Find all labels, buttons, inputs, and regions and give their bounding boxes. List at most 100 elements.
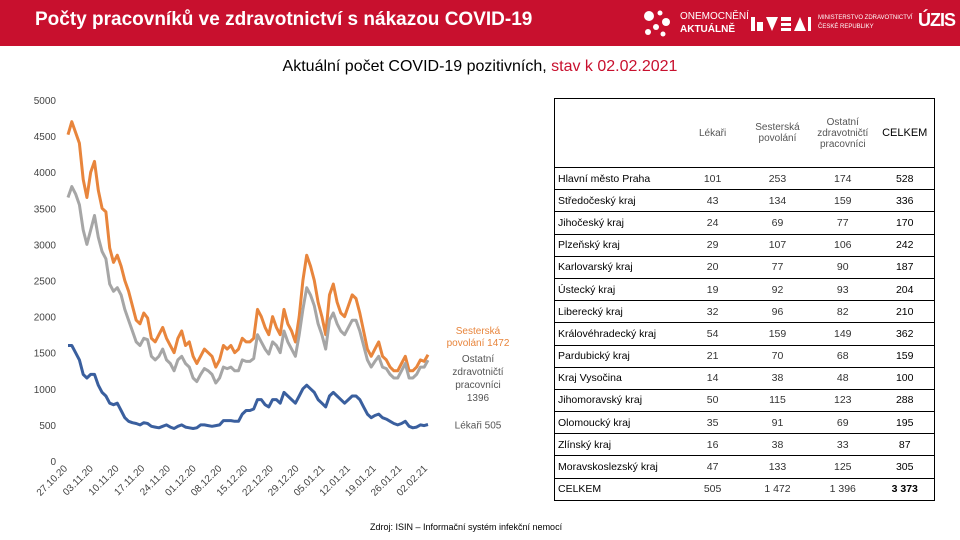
header-region [554, 98, 681, 168]
region-cell: Liberecký kraj [554, 300, 681, 323]
series-label-sesterska: Sesterská povolání 1472 [447, 326, 510, 349]
header-lekari: Lékaři [680, 98, 745, 168]
sesterska-cell: 253 [744, 166, 811, 190]
series-label-ostatni: Ostatní zdravotničtí pracovníci 1396 [452, 354, 503, 404]
ostatni-cell: 77 [810, 211, 876, 235]
celkem-cell: 170 [875, 211, 936, 235]
sesterska-cell: 69 [744, 211, 811, 235]
header-bar: Počty pracovníků ve zdravotnictví s náka… [0, 0, 960, 46]
table-row: Karlovarský kraj 20 77 90 187 [554, 255, 936, 279]
ostatni-cell: 106 [810, 233, 876, 257]
series-line-0 [66, 120, 430, 373]
table-row: Plzeňský kraj 29 107 106 242 [554, 233, 936, 257]
ostatni-cell: 82 [810, 300, 876, 323]
sesterska-cell: 96 [744, 300, 811, 323]
table-row: Jihomoravský kraj 50 115 123 288 [554, 388, 936, 412]
region-cell: Olomoucký kraj [554, 411, 681, 434]
celkem-cell: 305 [875, 455, 936, 479]
celkem-cell: 187 [875, 255, 936, 279]
sesterska-cell: 77 [744, 255, 811, 279]
series-label-line: Sesterská [456, 326, 501, 337]
ostatni-cell: 174 [810, 166, 876, 190]
table-row: Ústecký kraj 19 92 93 204 [554, 277, 936, 301]
region-cell: Kraj Vysočina [554, 366, 681, 390]
y-tick-label: 4500 [34, 132, 57, 143]
sesterska-cell: 38 [744, 433, 811, 456]
lekari-cell: 24 [680, 211, 745, 235]
region-cell: Jihomoravský kraj [554, 388, 681, 412]
ostatni-cell: 90 [810, 255, 876, 279]
lekari-cell: 505 [680, 477, 745, 501]
y-tick-label: 1000 [34, 385, 57, 396]
ostatni-cell: 69 [810, 411, 876, 434]
lekari-cell: 35 [680, 411, 745, 434]
celkem-cell: 195 [875, 411, 936, 434]
table-row: Pardubický kraj 21 70 68 159 [554, 344, 936, 368]
y-tick-label: 3000 [34, 240, 57, 251]
region-cell: Ústecký kraj [554, 277, 681, 301]
region-cell: Královéhradecký kraj [554, 322, 681, 345]
region-cell: Plzeňský kraj [554, 233, 681, 257]
y-tick-label: 2500 [34, 277, 57, 288]
table-row: Hlavní město Praha 101 253 174 528 [554, 166, 936, 190]
y-tick-label: 5000 [34, 96, 57, 107]
sesterska-cell: 1 472 [744, 477, 811, 501]
logo-uzis: ÚZIS [918, 10, 956, 30]
ostatni-cell: 1 396 [810, 477, 876, 501]
lekari-cell: 101 [680, 166, 745, 190]
ostatni-cell: 125 [810, 455, 876, 479]
table-body: Hlavní město Praha 101 253 174 528 Středočesk… [554, 166, 936, 501]
sesterska-cell: 134 [744, 189, 811, 212]
celkem-cell: 87 [875, 433, 936, 456]
ostatni-cell: 68 [810, 344, 876, 368]
lekari-cell: 32 [680, 300, 745, 323]
ostatni-cell: 33 [810, 433, 876, 456]
region-cell: Moravskoslezský kraj [554, 455, 681, 479]
ostatni-cell: 48 [810, 366, 876, 390]
sesterska-cell: 91 [744, 411, 811, 434]
region-cell: CELKEM [554, 477, 681, 501]
series-label-line: povolání 1472 [447, 338, 510, 349]
region-cell: Jihočeský kraj [554, 211, 681, 235]
celkem-cell: 204 [875, 277, 936, 301]
region-cell: Hlavní město Praha [554, 166, 681, 190]
sesterska-cell: 115 [744, 388, 811, 412]
lekari-cell: 21 [680, 344, 745, 368]
celkem-cell: 210 [875, 300, 936, 323]
header-ostatni-line3: pracovníci [819, 138, 866, 150]
series-label-line: 1396 [467, 393, 490, 404]
table-total-row: CELKEM 505 1 472 1 396 3 373 [554, 477, 936, 501]
celkem-cell: 159 [875, 344, 936, 368]
table-row: Liberecký kraj 32 96 82 210 [554, 300, 936, 323]
lekari-cell: 14 [680, 366, 745, 390]
ministry-emblem-icon [751, 17, 811, 31]
ostatni-cell: 159 [810, 189, 876, 212]
lekari-cell: 43 [680, 189, 745, 212]
sesterska-cell: 70 [744, 344, 811, 368]
sesterska-cell: 38 [744, 366, 811, 390]
logo-ministry-line1: MINISTERSTVO ZDRAVOTNICTVÍ [818, 15, 913, 21]
table-row: Kraj Vysočina 14 38 48 100 [554, 366, 936, 390]
table-row: Moravskoslezský kraj 47 133 125 305 [554, 455, 936, 479]
y-tick-label: 3500 [34, 204, 57, 215]
region-cell: Středočeský kraj [554, 189, 681, 212]
lekari-cell: 20 [680, 255, 745, 279]
y-tick-label: 1500 [34, 349, 57, 360]
ostatni-cell: 149 [810, 322, 876, 345]
lekari-cell: 47 [680, 455, 745, 479]
header-sesterska: Sesterská povolání [744, 98, 811, 168]
table-row: Královéhradecký kraj 54 159 149 362 [554, 322, 936, 345]
celkem-cell: 362 [875, 322, 936, 345]
chart-title: Aktuální počet COVID-19 pozitivních, sta… [0, 58, 960, 76]
source-note: Zdroj: ISIN – Informační systém infekční… [370, 522, 563, 532]
table-row: Středočeský kraj 43 134 159 336 [554, 189, 936, 212]
sesterska-cell: 133 [744, 455, 811, 479]
chart-title-main: Aktuální počet COVID-19 pozitivních, [282, 58, 552, 75]
lekari-cell: 19 [680, 277, 745, 301]
header-ostatni-line2: zdravotničtí [817, 127, 869, 139]
logo-onemocneni-line2: AKTUÁLNĚ [680, 24, 735, 35]
y-tick-label: 2000 [34, 313, 57, 324]
chart-title-date: stav k 02.02.2021 [551, 58, 678, 75]
celkem-cell: 242 [875, 233, 936, 257]
lekari-cell: 50 [680, 388, 745, 412]
